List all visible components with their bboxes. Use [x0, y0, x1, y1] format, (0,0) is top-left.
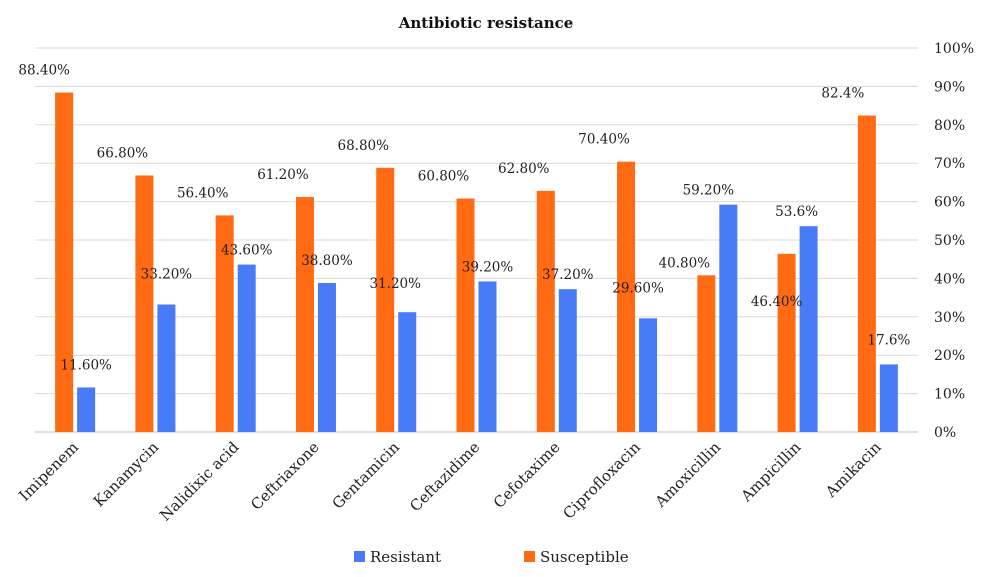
data-label-resistant: 53.6%: [775, 204, 818, 220]
x-tick-label: Nalidixic acid: [156, 438, 243, 525]
data-label-resistant: 33.20%: [141, 267, 193, 283]
bar-susceptible: [617, 161, 636, 432]
bar-susceptible: [135, 175, 154, 432]
y-tick-label: 60%: [934, 195, 965, 211]
data-label-resistant: 38.80%: [301, 253, 353, 269]
bar-susceptible: [697, 275, 716, 432]
legend-swatch: [354, 551, 365, 562]
data-label-resistant: 29.60%: [612, 280, 664, 296]
x-tick-label: Amoxicillin: [651, 438, 724, 511]
bar-resistant: [639, 318, 658, 432]
y-tick-label: 100%: [934, 41, 974, 57]
data-label-susceptible: 70.40%: [578, 132, 630, 148]
y-tick-label: 20%: [934, 348, 965, 364]
bar-resistant: [719, 204, 738, 432]
chart-title: Antibiotic resistance: [398, 14, 574, 32]
bar-resistant: [398, 312, 417, 432]
bar-resistant: [237, 264, 256, 432]
y-axis: 0% 10% 20% 30% 40% 50% 60% 70% 80% 90% 100%: [934, 41, 974, 441]
bar-susceptible: [295, 196, 314, 432]
data-label-resistant: 31.20%: [369, 276, 421, 292]
bar-resistant: [478, 281, 497, 432]
bar-resistant: [558, 289, 577, 432]
data-label-resistant: 43.60%: [221, 243, 273, 259]
x-tick-label: Gentamicin: [329, 438, 404, 513]
bar-susceptible: [777, 253, 796, 432]
legend-label: Susceptible: [540, 548, 629, 566]
data-label-resistant: 11.60%: [60, 357, 112, 373]
data-label-resistant: 37.20%: [542, 267, 594, 283]
data-label-susceptible: 46.40%: [751, 294, 803, 310]
x-tick-label: Kanamycin: [90, 438, 163, 511]
x-tick-label: Ciprofloxacin: [559, 438, 644, 523]
x-tick-label: Ampicillin: [737, 438, 805, 506]
y-tick-label: 70%: [934, 156, 965, 172]
data-label-susceptible: 40.80%: [659, 255, 711, 271]
data-label-resistant: 39.20%: [462, 259, 514, 275]
legend: Resistant Susceptible: [354, 548, 629, 566]
data-labels: 88.40% 11.60% 66.80% 33.20% 56.40% 43.60% 61.2…: [18, 63, 910, 374]
bar-resistant: [799, 226, 818, 432]
y-tick-label: 30%: [934, 310, 965, 326]
x-tick-label: Ceftazidime: [406, 438, 483, 515]
x-tick-label: Amikacin: [821, 438, 885, 502]
bar-resistant: [879, 364, 898, 432]
data-label-resistant: 17.6%: [867, 332, 910, 348]
bar-susceptible: [536, 190, 555, 432]
data-label-susceptible: 61.20%: [257, 167, 309, 183]
y-tick-label: 40%: [934, 271, 965, 287]
x-tick-label: Imipenem: [15, 438, 82, 505]
data-label-susceptible: 68.80%: [337, 138, 389, 154]
bar-susceptible: [55, 92, 74, 432]
bar-resistant: [157, 304, 176, 432]
y-tick-label: 10%: [934, 387, 965, 403]
y-tick-label: 0%: [934, 425, 956, 441]
y-tick-label: 80%: [934, 118, 965, 134]
legend-label: Resistant: [370, 548, 441, 566]
y-tick-label: 50%: [934, 233, 965, 249]
data-label-susceptible: 56.40%: [177, 185, 229, 201]
data-label-susceptible: 60.80%: [418, 169, 470, 185]
data-label-susceptible: 66.80%: [97, 145, 149, 161]
bars: [55, 92, 898, 433]
data-label-susceptible: 62.80%: [498, 161, 550, 177]
bar-susceptible: [456, 198, 475, 432]
x-tick-label: Ceftriaxone: [247, 438, 323, 514]
bar-susceptible: [215, 215, 234, 432]
grid: [35, 47, 918, 433]
data-label-resistant: 59.20%: [683, 183, 735, 199]
x-tick-label: Cefotaxime: [490, 438, 564, 512]
bar-susceptible: [376, 167, 395, 433]
bar-susceptible: [857, 115, 876, 433]
data-label-susceptible: 88.40%: [18, 63, 70, 79]
bar-resistant: [317, 283, 336, 432]
data-label-susceptible: 82.4%: [821, 86, 864, 102]
y-tick-label: 90%: [934, 79, 965, 95]
legend-swatch: [524, 551, 535, 562]
bar-resistant: [77, 387, 96, 432]
